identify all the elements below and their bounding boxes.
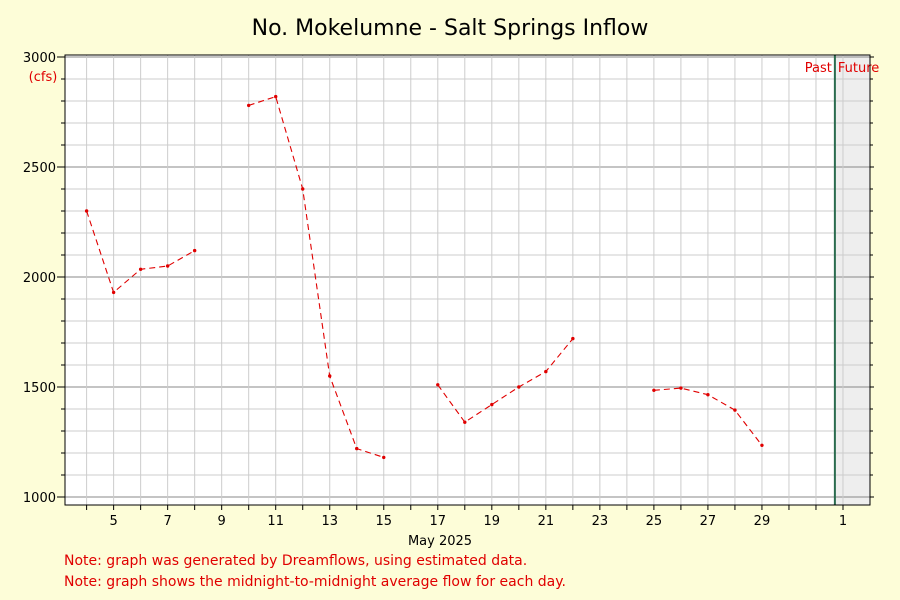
future-label: Future (838, 61, 879, 76)
flow-data-point (382, 455, 386, 460)
x-tick-labels: 5 7 9 11 13 15 17 19 21 23 25 27 29 1 (109, 514, 847, 529)
y-tick-label: 3000 (23, 51, 56, 66)
note-estimated-data: Note: graph was generated by Dreamflows,… (64, 553, 528, 569)
y-tick-label: 2500 (23, 161, 56, 176)
flow-data-point (490, 402, 494, 407)
y-axis-label: (cfs) (29, 70, 58, 85)
x-tick-label: 29 (754, 514, 771, 529)
flow-data-point (679, 386, 683, 390)
note-average-flow: Note: graph shows the midnight-to-midnig… (64, 574, 566, 590)
flow-data-point (652, 388, 656, 392)
flow-data-point (111, 290, 116, 295)
flow-data-point (165, 264, 170, 268)
y-tick-labels: 1000 1500 2000 2500 3000 (23, 51, 56, 506)
flow-data-point (733, 408, 737, 412)
y-tick-label: 2000 (23, 271, 56, 286)
x-tick-label: 17 (430, 514, 447, 529)
flow-data-point (571, 336, 575, 341)
grid (65, 55, 870, 505)
x-tick-label: 1 (839, 514, 847, 529)
flow-data-point (463, 420, 467, 424)
flow-data-point (246, 103, 251, 108)
flow-data-point (301, 187, 305, 191)
flow-data-point (328, 374, 332, 378)
x-tick-label: 7 (164, 514, 172, 529)
y-tick-label: 1000 (23, 491, 56, 506)
flow-data-point (760, 443, 764, 447)
flow-data-point (192, 248, 197, 253)
chart-title: No. Mokelumne - Salt Springs Inflow (252, 16, 649, 41)
flow-data-point (436, 383, 440, 387)
x-tick-label: 9 (218, 514, 226, 529)
flow-data-point (544, 369, 548, 374)
x-tick-label: 19 (484, 514, 501, 529)
flow-data-point (706, 393, 710, 397)
x-axis-label: May 2025 (408, 534, 472, 549)
flow-data-point (138, 267, 143, 271)
x-tick-label: 21 (538, 514, 555, 529)
x-tick-label: 27 (700, 514, 717, 529)
x-tick-label: 5 (109, 514, 117, 529)
x-tick-label: 13 (321, 514, 338, 529)
x-tick-label: 11 (267, 514, 284, 529)
flow-data-point (517, 385, 521, 389)
plot-area (65, 55, 870, 505)
series-layer (84, 94, 764, 460)
past-label: Past (805, 61, 832, 76)
flow-data-point (84, 209, 89, 213)
x-tick-label: 15 (375, 514, 392, 529)
flow-data-point (274, 94, 278, 99)
plot-border (64, 54, 871, 506)
flow-series-line (437, 338, 574, 423)
flow-data-point (355, 446, 359, 451)
x-tick-label: 23 (592, 514, 609, 529)
y-tick-label: 1500 (23, 381, 56, 396)
future-zone (834, 55, 870, 505)
x-tick-label: 25 (646, 514, 663, 529)
flow-series-line (248, 95, 384, 458)
